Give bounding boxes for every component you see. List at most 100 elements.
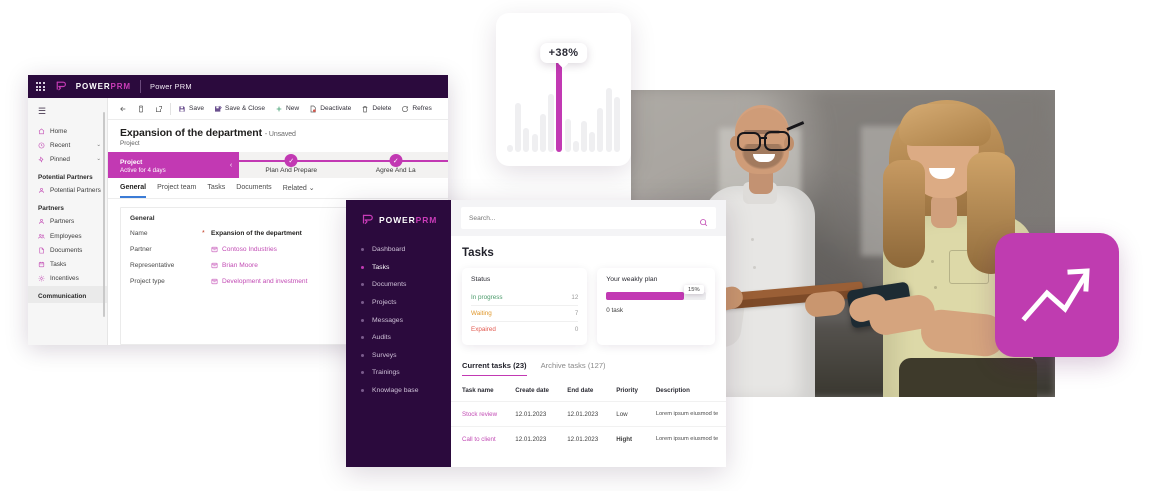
hamburger-icon[interactable]: ☰ xyxy=(38,106,47,116)
refresh-button[interactable]: Refres xyxy=(396,98,436,120)
tab-general[interactable]: General xyxy=(120,184,147,198)
save-and-close-button[interactable]: Save & Close xyxy=(209,98,270,120)
sidebar-item-employees[interactable]: Employees xyxy=(28,229,107,243)
sidebar-scrollbar[interactable] xyxy=(103,112,105,317)
sidebar-item-label: Tasks xyxy=(50,260,67,268)
status-row-in-progress[interactable]: In progress 12 xyxy=(471,290,579,306)
app-launcher-icon[interactable] xyxy=(36,82,45,91)
form-selector-button[interactable] xyxy=(132,98,150,120)
sidebar-item-potential-partners[interactable]: Potential Partners xyxy=(28,184,107,198)
popout-button[interactable] xyxy=(150,98,168,120)
tab-archive-tasks[interactable]: Archive tasks (127) xyxy=(540,361,606,370)
sidebar-item-incentives[interactable]: Incentives xyxy=(28,272,107,286)
tab-current-tasks[interactable]: Current tasks (23) xyxy=(462,361,527,376)
back-button[interactable] xyxy=(114,98,132,120)
sidebar-item-pinned[interactable]: Pinned ⌄ xyxy=(28,152,107,166)
bpf-active-stage[interactable]: Project Active for 4 days xyxy=(108,152,223,178)
weekly-plan-progress-bar[interactable]: 15% xyxy=(606,285,706,300)
status-count: 12 xyxy=(571,294,579,301)
sidebar-item-documents[interactable]: Documents xyxy=(28,243,107,257)
crm-command-bar: Save Save & Close New xyxy=(108,98,448,120)
woman-smile xyxy=(929,168,955,179)
portal-nav-audits[interactable]: Audits xyxy=(346,329,451,347)
bullet-icon xyxy=(361,389,364,393)
name-field[interactable]: Expansion of the department xyxy=(211,230,302,237)
save-button[interactable]: Save xyxy=(173,98,209,120)
delete-button[interactable]: Delete xyxy=(356,98,396,120)
refresh-label: Refres xyxy=(412,105,432,112)
chart-tooltip: +38% xyxy=(539,43,588,63)
portal-nav-projects[interactable]: Projects xyxy=(346,294,451,312)
form-icon xyxy=(137,105,145,113)
bar xyxy=(572,140,579,152)
portal-nav-messages[interactable]: Messages xyxy=(346,311,451,329)
portal-main: Tasks Status In progress 12 Waiting 7 Ex… xyxy=(451,200,726,467)
bar xyxy=(597,107,604,152)
chevron-down-icon[interactable]: ⌄ xyxy=(96,156,101,163)
tab-documents[interactable]: Documents xyxy=(236,184,272,191)
portal-nav-tasks[interactable]: Tasks xyxy=(346,259,451,277)
tab-project-team[interactable]: Project team xyxy=(157,184,197,191)
status-row-expaired[interactable]: Expaired 0 xyxy=(471,322,578,337)
status-row-waiting[interactable]: Waiting 7 xyxy=(471,306,579,322)
bpf-stage-agree-and-launch[interactable]: ✓ Agree And La xyxy=(343,152,448,178)
form-section-title: General xyxy=(130,215,155,222)
search-input[interactable] xyxy=(469,214,699,222)
crm-topbar: POWERPRM Power PRM xyxy=(28,75,448,98)
search-icon[interactable] xyxy=(699,214,708,226)
representative-field[interactable]: Brian Moore xyxy=(211,262,258,269)
unsaved-badge: - Unsaved xyxy=(264,131,296,138)
portal-sidebar: POWERPRM Dashboard Tasks Documents Proje… xyxy=(346,200,451,467)
portal-nav-trainings[interactable]: Trainings xyxy=(346,364,451,382)
weekly-plan-note: 0 task xyxy=(606,307,624,314)
bpf-stage-plan-and-prepare[interactable]: ✓ Plan And Prepare xyxy=(239,152,344,178)
sidebar-group-potential-partners: Potential Partners xyxy=(38,173,93,181)
portal-nav-dashboard[interactable]: Dashboard xyxy=(346,241,451,259)
portal-nav-label: Trainings xyxy=(372,369,400,377)
powerprm-logo-icon xyxy=(360,213,373,226)
tasks-table: Task name Create date End date Priority … xyxy=(451,382,726,452)
sidebar-item-partners[interactable]: Partners xyxy=(28,215,107,229)
task-name-link[interactable]: Call to client xyxy=(451,426,505,452)
task-name-link[interactable]: Stock review xyxy=(451,400,505,427)
partner-field[interactable]: Contoso Industries xyxy=(211,246,277,253)
lookup-record-icon xyxy=(211,246,218,253)
table-row[interactable]: Stock review 12.01.2023 12.01.2023 Low L… xyxy=(451,400,726,427)
crm-brand-accent: PRM xyxy=(110,82,131,91)
portal-nav-label: Tasks xyxy=(372,263,390,271)
man-glasses-right-lens xyxy=(764,131,790,151)
bullet-icon xyxy=(361,371,364,375)
portal-nav-documents[interactable]: Documents xyxy=(346,276,451,294)
trend-card xyxy=(995,233,1119,357)
page-title: Tasks xyxy=(462,247,494,259)
portal-nav-label: Projects xyxy=(372,299,397,307)
portal-brand-main: POWER xyxy=(379,214,416,225)
status-label: Expaired xyxy=(471,326,496,333)
table-row[interactable]: Call to client 12.01.2023 12.01.2023 Hig… xyxy=(451,426,726,452)
search-box[interactable] xyxy=(461,207,716,229)
chevron-down-icon[interactable]: ⌄ xyxy=(96,142,101,149)
plus-icon xyxy=(275,105,283,113)
command-separator xyxy=(170,102,171,115)
sidebar-item-home[interactable]: Home xyxy=(28,124,107,138)
col-description: Description xyxy=(655,387,690,394)
man-glasses-bridge xyxy=(759,137,767,140)
chevron-left-icon[interactable]: ‹ xyxy=(223,152,239,178)
tab-tasks[interactable]: Tasks xyxy=(207,184,226,191)
sidebar-group-communication[interactable]: Communication xyxy=(28,285,107,303)
bullet-icon xyxy=(361,318,364,322)
sidebar-item-recent[interactable]: Recent ⌄ xyxy=(28,138,107,152)
portal-nav-knowlage-base[interactable]: Knowlage base xyxy=(346,382,451,400)
sidebar-item-tasks[interactable]: Tasks xyxy=(28,257,107,271)
project-type-field[interactable]: Development and investment xyxy=(211,278,307,285)
deactivate-button[interactable]: Deactivate xyxy=(304,98,356,120)
tab-related[interactable]: Related ⌄ xyxy=(282,185,315,192)
portal-nav-surveys[interactable]: Surveys xyxy=(346,347,451,365)
task-end-date: 12.01.2023 xyxy=(556,426,606,452)
woman-skirt xyxy=(899,358,1037,397)
sidebar-item-label: Pinned xyxy=(50,155,70,163)
bullet-icon xyxy=(361,265,364,269)
field-label: Name xyxy=(130,230,148,237)
new-button[interactable]: New xyxy=(270,98,304,120)
